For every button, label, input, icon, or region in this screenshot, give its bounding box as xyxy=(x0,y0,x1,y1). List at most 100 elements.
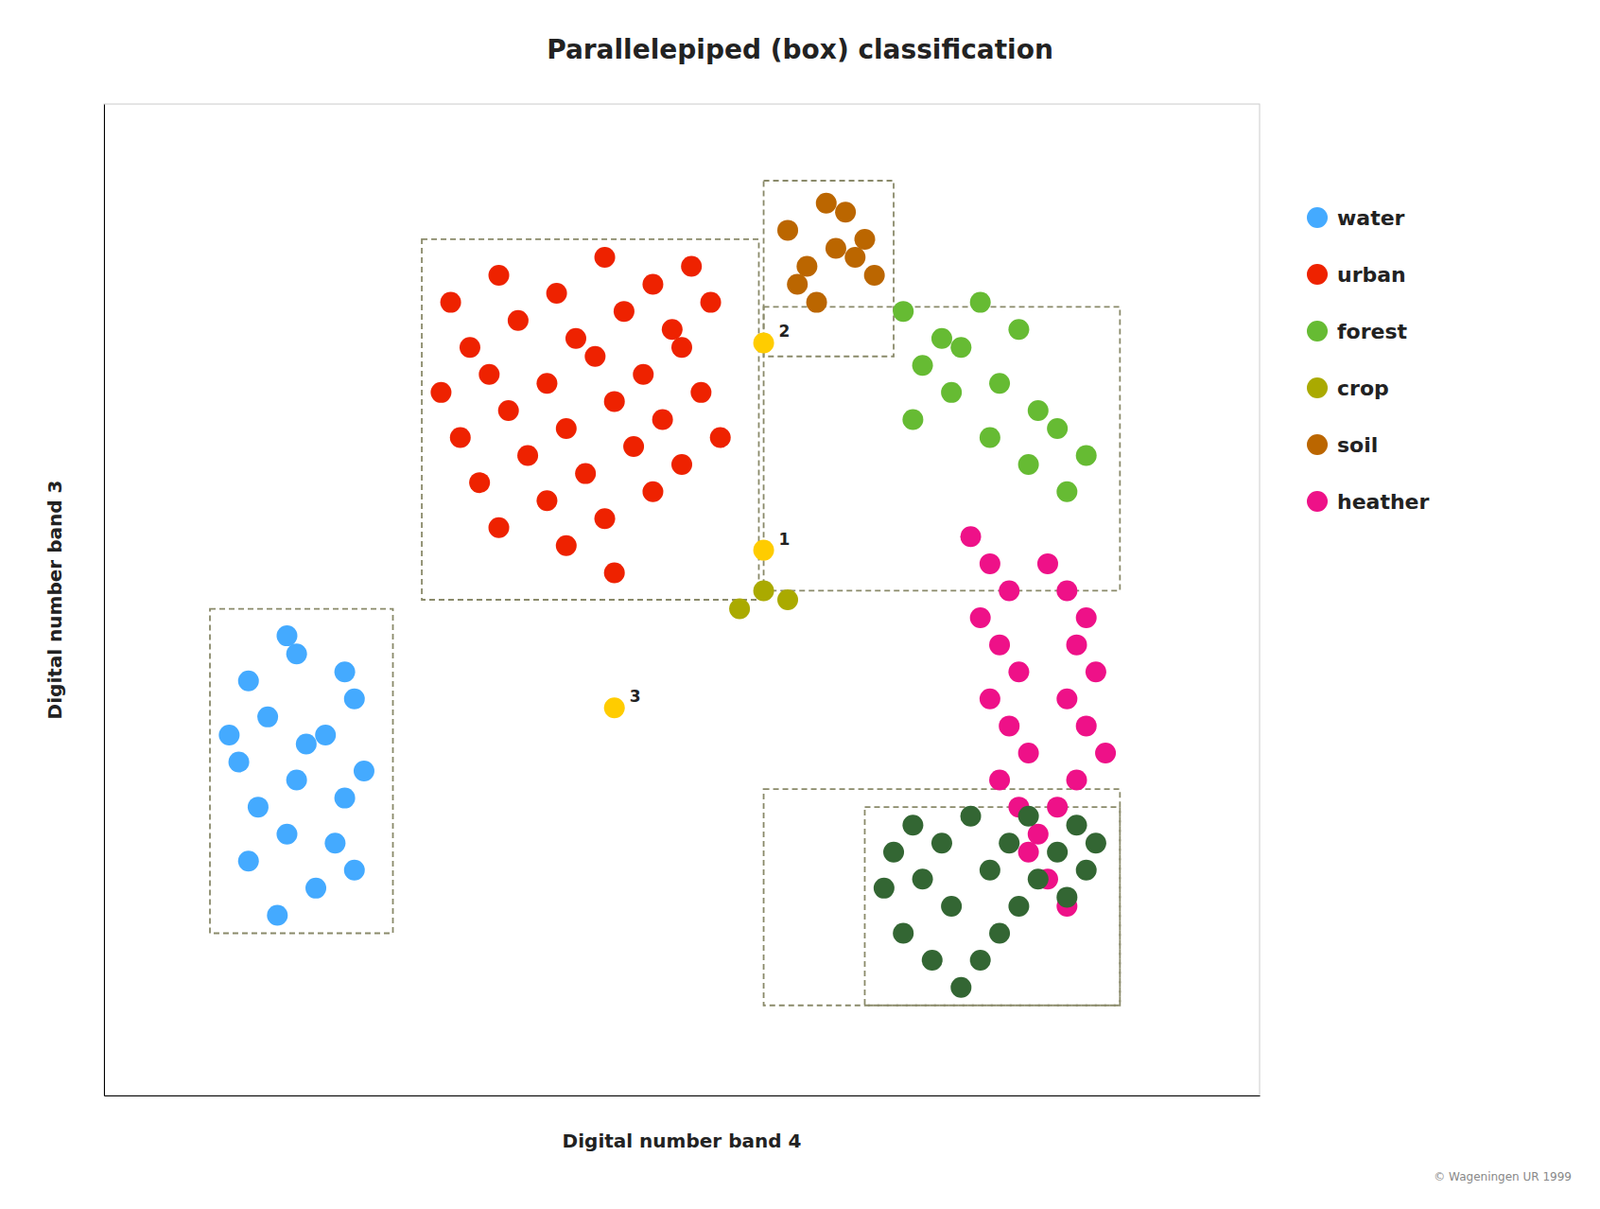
point xyxy=(450,427,471,449)
point xyxy=(912,868,934,889)
point xyxy=(989,922,1010,944)
point xyxy=(1056,688,1078,710)
point xyxy=(950,976,972,998)
point xyxy=(344,859,366,881)
point xyxy=(314,724,336,746)
legend-swatch xyxy=(1306,490,1328,512)
point xyxy=(344,688,366,710)
point xyxy=(1008,318,1029,340)
point xyxy=(584,346,606,367)
point xyxy=(1027,868,1049,889)
point xyxy=(488,264,510,286)
point-labels: 123 xyxy=(629,321,791,706)
series xyxy=(430,246,731,583)
point xyxy=(690,382,712,403)
point xyxy=(334,787,356,809)
x-axis-title: Digital number band 4 xyxy=(562,1129,802,1152)
class-box xyxy=(764,180,894,357)
class-box xyxy=(764,306,1121,591)
point xyxy=(594,507,616,529)
point xyxy=(1076,445,1097,467)
class-box xyxy=(864,806,1120,1006)
point xyxy=(902,814,923,835)
point xyxy=(853,228,875,250)
point xyxy=(1056,886,1078,907)
point xyxy=(536,489,557,511)
point xyxy=(642,274,663,296)
point xyxy=(1046,841,1068,863)
point xyxy=(979,553,1001,574)
legend-entry: water xyxy=(1306,206,1406,230)
point xyxy=(652,408,674,430)
point xyxy=(1076,859,1097,881)
point xyxy=(247,796,269,818)
point xyxy=(753,539,775,561)
point xyxy=(295,732,317,754)
point xyxy=(536,372,557,394)
point xyxy=(1008,660,1029,682)
legend-label: forest xyxy=(1337,319,1409,344)
point xyxy=(565,328,587,349)
point xyxy=(238,670,260,692)
legend-label: crop xyxy=(1337,376,1390,400)
point xyxy=(1046,796,1068,818)
x-axis xyxy=(104,1095,1261,1096)
point xyxy=(556,417,577,439)
point xyxy=(257,706,279,728)
point xyxy=(276,625,297,646)
series xyxy=(892,292,1096,503)
point xyxy=(1066,814,1088,835)
legend-label: urban xyxy=(1337,262,1407,287)
point xyxy=(777,219,799,241)
point xyxy=(228,750,250,772)
point xyxy=(912,354,934,376)
point xyxy=(680,255,702,277)
point xyxy=(710,427,731,449)
point xyxy=(632,364,654,385)
point xyxy=(979,859,1001,881)
point xyxy=(1056,579,1078,601)
point xyxy=(266,904,288,925)
point xyxy=(1095,742,1116,764)
point xyxy=(1027,823,1049,845)
point xyxy=(700,292,722,314)
series xyxy=(218,625,375,925)
class-box xyxy=(764,788,1121,1006)
point xyxy=(556,535,577,557)
point xyxy=(1085,660,1107,682)
series xyxy=(604,331,775,718)
point xyxy=(469,471,490,493)
point xyxy=(989,769,1010,791)
point xyxy=(604,390,626,412)
point xyxy=(816,192,837,214)
point xyxy=(440,292,462,314)
legend: waterurbanforestcropsoilheather xyxy=(1306,206,1430,514)
point xyxy=(1018,805,1040,827)
point xyxy=(353,760,375,782)
point xyxy=(892,300,914,322)
point xyxy=(1085,832,1107,853)
point xyxy=(998,579,1020,601)
point xyxy=(970,949,992,971)
point xyxy=(430,382,452,403)
point xyxy=(1076,714,1097,736)
series xyxy=(777,192,886,314)
point xyxy=(671,336,693,358)
point xyxy=(729,598,750,620)
point xyxy=(459,336,481,358)
legend-entry: forest xyxy=(1306,319,1409,344)
point xyxy=(276,823,297,845)
point xyxy=(507,310,529,331)
point xyxy=(940,895,962,917)
point xyxy=(594,246,616,268)
point xyxy=(844,246,866,268)
class-box xyxy=(421,239,759,600)
point xyxy=(1027,400,1049,421)
y-axis-title: Digital number band 3 xyxy=(43,480,67,720)
series xyxy=(729,579,799,619)
point xyxy=(1008,895,1029,917)
point xyxy=(1018,742,1040,764)
point xyxy=(238,850,260,871)
point xyxy=(979,688,1001,710)
point xyxy=(1066,769,1088,791)
